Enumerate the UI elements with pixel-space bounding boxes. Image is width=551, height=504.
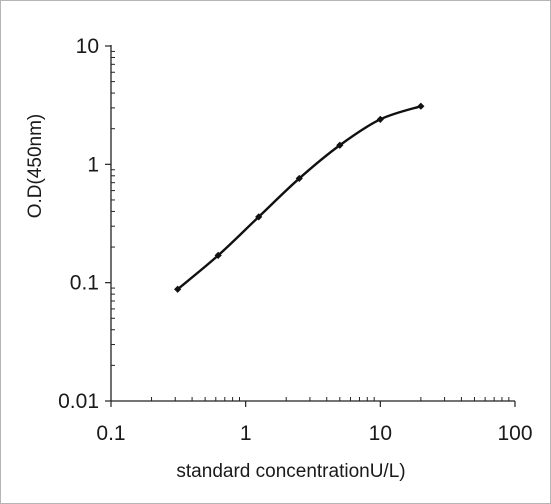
data-point [376, 115, 384, 123]
data-point [214, 251, 222, 259]
x-tick-label: 0.1 [96, 422, 125, 445]
x-tick-label: 100 [497, 422, 532, 445]
y-tick-label: 10 [76, 35, 99, 58]
y-tick-label: 0.01 [58, 390, 99, 413]
ticks: 0.01 0.1 1 10 0.1 1 10 100 [58, 35, 532, 445]
data-point [417, 102, 425, 110]
x-tick-label: 10 [369, 422, 392, 445]
y-tick-label: 0.1 [70, 272, 99, 295]
y-tick-label: 1 [87, 153, 99, 176]
axes [110, 45, 515, 402]
data-point [336, 141, 344, 149]
data-point [295, 174, 303, 183]
series-line [176, 105, 422, 291]
y-axis-label: O.D(450nm) [25, 114, 46, 219]
series-group [174, 102, 425, 293]
x-axis-label: standard concentrationU/L) [176, 461, 405, 482]
x-tick-label: 1 [240, 422, 252, 445]
data-point [174, 285, 182, 293]
data-point [255, 213, 263, 221]
